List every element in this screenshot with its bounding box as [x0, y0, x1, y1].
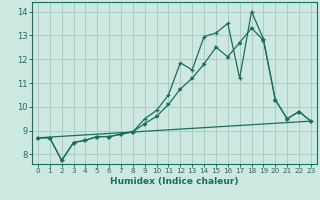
X-axis label: Humidex (Indice chaleur): Humidex (Indice chaleur): [110, 177, 239, 186]
